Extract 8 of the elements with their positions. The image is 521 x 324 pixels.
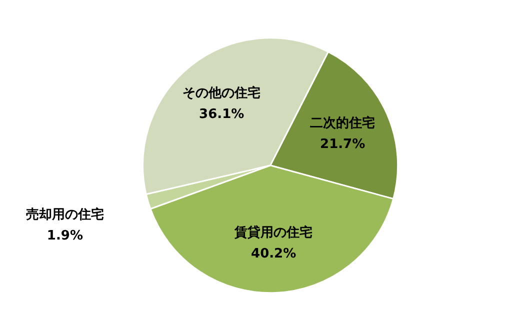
data-label: 36.1% <box>199 106 244 122</box>
data-label: 1.9% <box>46 228 83 244</box>
slice-label: 売却用の住宅 <box>26 206 104 223</box>
slice-label: 二次的住宅 <box>310 114 376 131</box>
slice-label: その他の住宅 <box>182 84 261 101</box>
data-label: 21.7% <box>320 136 366 152</box>
data-label: 40.2% <box>251 246 296 262</box>
slice-label: 賃貸用の住宅 <box>234 224 313 240</box>
